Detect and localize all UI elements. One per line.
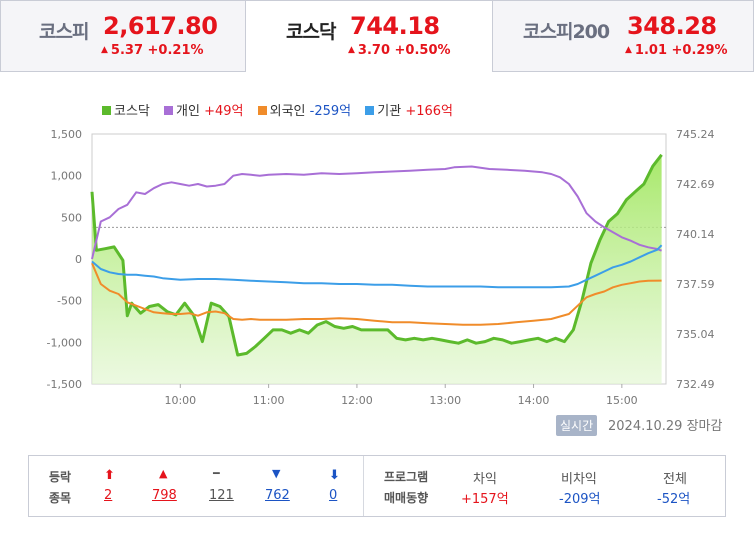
y-right-tick-label: 735.04 (676, 328, 715, 341)
non-arbitrage-header: 비차익 (561, 472, 597, 487)
tab-kospi200-change: ▲ 1.01 +0.29% (625, 43, 728, 58)
y-right-tick-label: 740.14 (676, 228, 715, 241)
kosdaq-area (92, 154, 662, 384)
tab-kospi-change: ▲ 5.37 +0.21% (101, 43, 204, 58)
breadth-label-1: 등락 (49, 470, 72, 484)
intraday-chart: 1,500 1,000 500 0 -500 -1,000 -1,500 745.24 742.… (47, 128, 715, 405)
program-label-1: 프로그램 (384, 470, 429, 484)
rise-count[interactable]: 798 (152, 488, 177, 503)
legend-kosdaq[interactable]: 코스닥 (102, 104, 150, 119)
x-tick-label: 15:00 (606, 394, 638, 405)
x-tick-label: 13:00 (429, 394, 461, 405)
y-right-tick-label: 742.69 (676, 178, 715, 191)
tab-kospi-name: 코스피 (39, 21, 89, 43)
tab-kospi200-name: 코스피200 (523, 21, 610, 43)
series-line-institution (91, 244, 663, 289)
legend-foreign[interactable]: 외국인 -259억 (257, 104, 351, 119)
tab-kospi200-value: 348.28 (627, 12, 717, 40)
tab-kospi[interactable]: 코스피 2,617.80 ▲ 5.37 +0.21% (0, 0, 246, 72)
upper-limit-count[interactable]: 2 (104, 488, 113, 503)
up-triangle-icon: ▲ (625, 45, 632, 55)
lower-limit-icon: ⬇ (329, 468, 340, 483)
legend-kosdaq-swatch (102, 106, 111, 115)
y-left-tick-label: 1,000 (51, 170, 83, 183)
arbitrage-value: +157억 (461, 492, 509, 507)
y-left-tick-label: 500 (61, 211, 82, 224)
total-header: 전체 (663, 472, 687, 487)
series-line-foreign (91, 262, 662, 326)
index-tabs: 코스피 2,617.80 ▲ 5.37 +0.21% 코스닥 744.18 ▲ 3.… (0, 0, 754, 72)
arbitrage-header: 차익 (473, 472, 497, 487)
non-arbitrage-value: -209억 (559, 492, 601, 507)
y-right-tick-label: 745.24 (676, 128, 715, 141)
market-summary-panel: 등락 종목 ⬆ 2 ▲ 798 ━ 121 ▼ 762 ⬇ 0 프로그램 매매동… (28, 455, 726, 517)
upper-limit-icon: ⬆ (104, 468, 115, 483)
y-left-tick-label: 0 (75, 253, 82, 266)
legend-institution-swatch (365, 106, 375, 115)
x-tick-label: 14:00 (518, 394, 550, 405)
panel-divider (363, 456, 364, 516)
fall-icon: ▼ (272, 467, 281, 480)
tab-kosdaq-name: 코스닥 (286, 21, 336, 43)
y-right-tick-label: 737.59 (676, 278, 715, 291)
x-tick-label: 12:00 (341, 394, 373, 405)
tab-kosdaq-value: 744.18 (350, 12, 440, 40)
y-left-tick-label: -1,000 (47, 336, 82, 349)
y-left-tick-label: -1,500 (47, 378, 82, 391)
x-tick-label: 10:00 (164, 394, 196, 405)
rise-icon: ▲ (159, 467, 168, 480)
x-tick-label: 11:00 (253, 394, 285, 405)
chart-legend: 코스닥 개인 +49억 외국인 -259억 기관 +166억 (102, 100, 463, 119)
tab-kospi200[interactable]: 코스피200 348.28 ▲ 1.01 +0.29% (492, 0, 754, 72)
legend-individual[interactable]: 개인 +49억 (164, 104, 244, 119)
realtime-badge[interactable]: 실시간 (556, 415, 598, 436)
up-triangle-icon: ▲ (101, 45, 108, 55)
total-value: -52억 (657, 492, 691, 507)
tab-kosdaq-change: ▲ 3.70 +0.50% (348, 43, 451, 58)
unchanged-icon: ━ (213, 467, 220, 480)
legend-individual-swatch (164, 106, 174, 115)
market-date: 2024.10.29 장마감 (608, 419, 723, 434)
unchanged-count[interactable]: 121 (209, 488, 234, 503)
legend-institution[interactable]: 기관 +166억 (365, 104, 453, 119)
y-left-tick-label: -500 (57, 295, 82, 308)
y-right-tick-label: 732.49 (676, 378, 715, 391)
program-label-2: 매매동향 (384, 491, 429, 505)
up-triangle-icon: ▲ (348, 45, 355, 55)
fall-count[interactable]: 762 (265, 488, 290, 503)
breadth-label-2: 종목 (49, 491, 72, 505)
legend-foreign-swatch (257, 106, 267, 115)
series-line-individual (91, 165, 662, 260)
tab-kosdaq[interactable]: 코스닥 744.18 ▲ 3.70 +0.50% (246, 0, 492, 72)
lower-limit-count[interactable]: 0 (329, 488, 338, 503)
tab-kospi-value: 2,617.80 (103, 12, 218, 40)
y-left-tick-label: 1,500 (51, 128, 83, 141)
